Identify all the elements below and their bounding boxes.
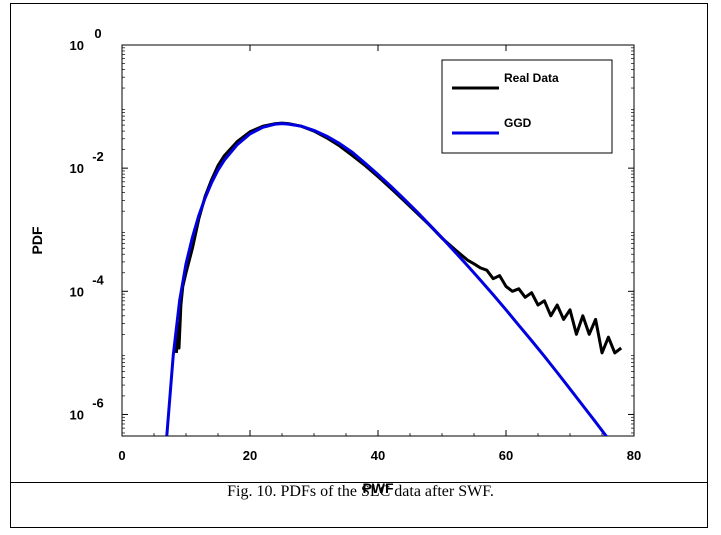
legend-label: Real Data [504, 71, 559, 85]
y-tick-label-base: 10 [70, 407, 84, 422]
x-tick-label: 60 [499, 448, 513, 463]
caption-box [11, 482, 707, 526]
y-tick-label-base: 10 [70, 161, 84, 176]
x-tick-label: 0 [118, 448, 125, 463]
legend-label: GGD [504, 116, 532, 130]
legend-box [441, 59, 613, 154]
y-tick-label-exponent: 0 [94, 26, 101, 41]
series-line-real-data [174, 121, 623, 355]
y-tick-label-exponent: -6 [92, 395, 104, 410]
y-tick-label-exponent: -4 [92, 272, 104, 287]
x-tick-label: 40 [371, 448, 385, 463]
series-line-ggd [165, 122, 609, 436]
y-tick-label-base: 10 [70, 38, 84, 53]
x-tick-label: 80 [627, 448, 641, 463]
y-tick-label-exponent: -2 [92, 149, 104, 164]
x-axis-label: PWF [362, 480, 394, 496]
figure-caption: Fig. 10. PDFs of the SLC data after SWF. [227, 483, 494, 500]
y-tick-label-base: 10 [70, 284, 84, 299]
x-tick-label: 20 [243, 448, 257, 463]
y-axis-label: PDF [29, 226, 45, 254]
